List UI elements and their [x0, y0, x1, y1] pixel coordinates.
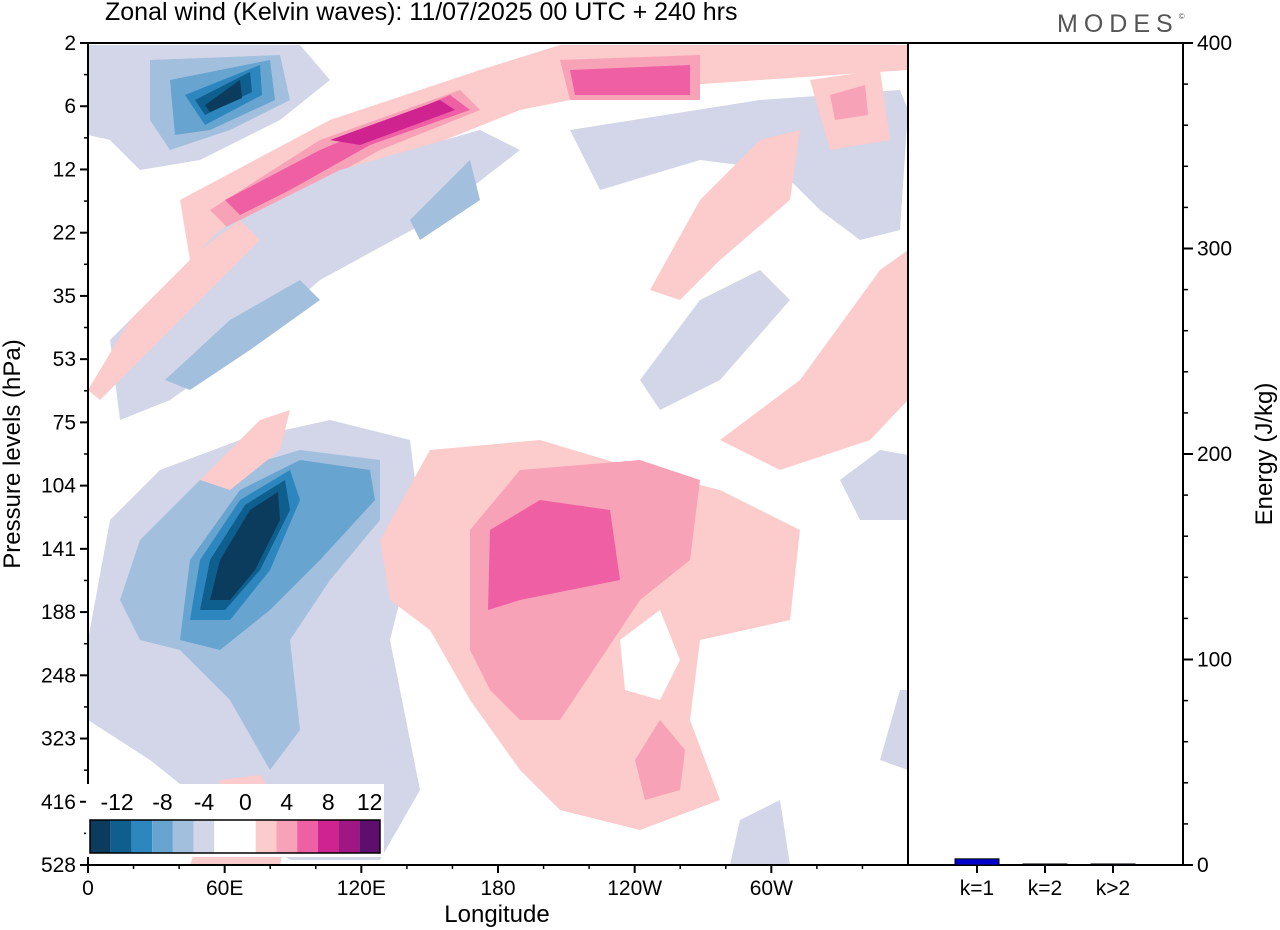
- colorbar-label: -12: [100, 789, 133, 815]
- colorbar-swatch: [297, 820, 318, 853]
- y-tick-label: 75: [53, 411, 76, 434]
- colorbar: -12 -8 -4 0 4 8 12: [86, 784, 384, 857]
- energy-tick-label: 200: [1197, 443, 1232, 466]
- neg-right-lower: [840, 450, 908, 520]
- band-neg-right: [570, 90, 908, 240]
- pos-right-upper-2: [830, 85, 868, 120]
- colorbar-swatch: [317, 820, 339, 853]
- y-tick-label: 248: [41, 664, 76, 687]
- x-tick-label: 120W: [607, 877, 662, 900]
- colorbar-label: 8: [322, 789, 335, 815]
- energy-category-label: k=1: [960, 877, 994, 900]
- brand-text: MODES: [1057, 10, 1179, 38]
- y-axis: 2 6 12 22 35 53 75 104 141 188 248 323 416 528: [41, 32, 88, 877]
- x-tick-label: 0: [82, 877, 94, 900]
- band-neg-right-2: [640, 270, 790, 410]
- y-tick-label: 323: [41, 728, 76, 751]
- colorbar-swatch: [172, 820, 194, 853]
- x-axis-title: Longitude: [444, 901, 549, 928]
- energy-bars: k=1 k=2 k>2: [954, 858, 1136, 900]
- y-tick-label: 12: [53, 158, 76, 181]
- x-tick-label: 180: [480, 877, 515, 900]
- pos-lower-4: [635, 720, 685, 800]
- colorbar-label: 0: [239, 789, 252, 815]
- colorbar-swatch: [193, 820, 215, 853]
- x-tick-label: 120E: [337, 877, 386, 900]
- energy-tick-label: 300: [1197, 238, 1232, 261]
- band-neg-2c: [410, 160, 480, 240]
- upper-pos-right-2: [570, 65, 690, 95]
- colorbar-swatch: [110, 820, 132, 853]
- x-tick-label: 60W: [750, 877, 793, 900]
- neg-lower-6: [210, 492, 280, 600]
- y-axis-title: Pressure levels (hPa): [0, 339, 26, 568]
- y-tick-label: 416: [41, 791, 76, 814]
- energy-category-label: k>2: [1096, 877, 1130, 900]
- colorbar-label: -4: [194, 789, 215, 815]
- contour-field: [88, 45, 908, 865]
- colorbar-swatch: [255, 820, 277, 853]
- pos-lower-3: [488, 500, 620, 610]
- energy-category-label: k=2: [1028, 877, 1062, 900]
- y-tick-label: 141: [41, 538, 76, 561]
- energy-axis: 0 100 200 300 400: [1183, 32, 1232, 877]
- neg-right-lower-2: [880, 690, 908, 770]
- colorbar-swatch: [338, 820, 360, 853]
- band-pos-right: [650, 130, 800, 300]
- y-tick-label: 35: [53, 285, 76, 308]
- colorbar-frame: [89, 819, 381, 854]
- energy-tick-label: 100: [1197, 649, 1232, 672]
- energy-tick-label: 0: [1197, 854, 1209, 877]
- band-neg-2b: [165, 280, 320, 390]
- band-neg-upper-6: [205, 80, 242, 112]
- y-tick-label: 6: [64, 95, 76, 118]
- y-tick-label: 528: [41, 854, 76, 877]
- colorbar-swatch: [276, 820, 298, 853]
- colorbar-label: 12: [357, 789, 383, 815]
- colorbar-swatch: [131, 820, 153, 853]
- colorbar-label: 4: [280, 789, 293, 815]
- chart-title: Zonal wind (Kelvin waves): 11/07/2025 00…: [105, 0, 738, 26]
- band-pos-right-2: [720, 250, 908, 470]
- y-tick-label: 104: [41, 475, 76, 498]
- colorbar-swatch: [235, 820, 256, 853]
- energy-tick-label: 400: [1197, 32, 1232, 55]
- x-tick-label: 60E: [206, 877, 243, 900]
- y-tick-label: 2: [64, 32, 76, 55]
- pos-lower-left: [200, 410, 290, 490]
- band-pos-mid-4: [330, 100, 455, 145]
- y-tick-label: 188: [41, 601, 76, 624]
- modes-logo: MODES©: [1057, 10, 1185, 38]
- colorbar-swatch: [214, 820, 235, 853]
- colorbar-swatch: [359, 820, 380, 853]
- neg-bottom-right: [730, 800, 790, 865]
- colorbar-swatch: [152, 820, 173, 853]
- y-tick-label: 53: [53, 348, 76, 371]
- y-tick-label: 22: [53, 222, 76, 245]
- energy-axis-title: Energy (J/kg): [1251, 383, 1278, 526]
- energy-plot-frame: [907, 42, 1184, 866]
- band-pos-2: [88, 220, 260, 400]
- energy-bar: [1022, 863, 1068, 866]
- colorbar-swatch: [90, 820, 111, 853]
- x-axis: 0 60E 120E 180 120W 60W: [82, 865, 864, 900]
- hole-lower: [620, 610, 680, 700]
- energy-bar: [954, 858, 1000, 866]
- energy-bar: [1090, 863, 1136, 866]
- colorbar-label: -8: [152, 789, 172, 815]
